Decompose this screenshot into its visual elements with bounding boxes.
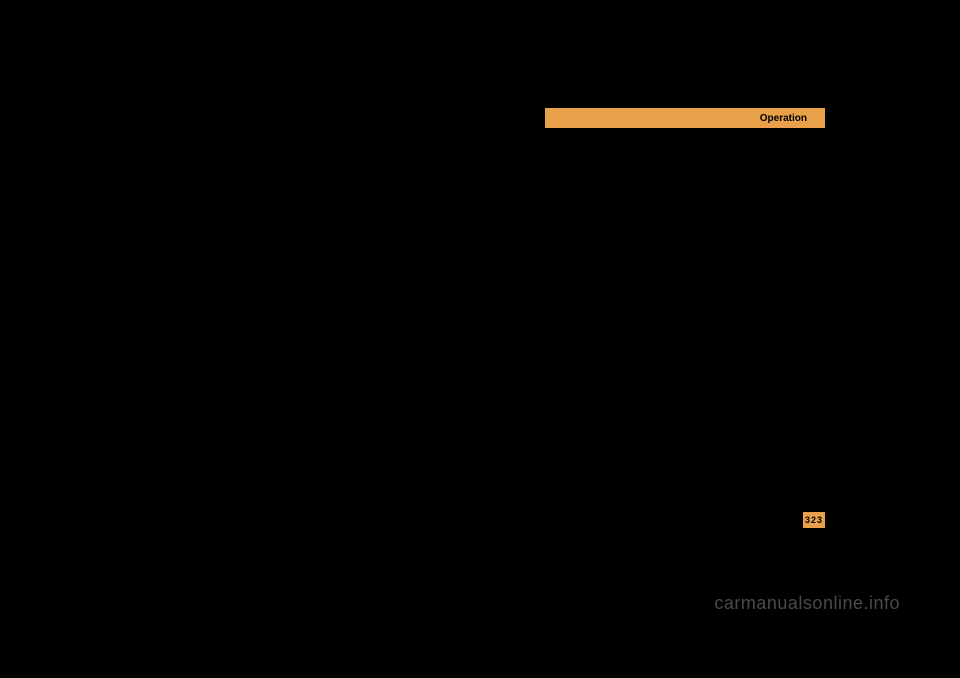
header-label: Operation	[760, 113, 807, 124]
page-number-box: 323	[803, 512, 825, 528]
page-number: 323	[805, 515, 823, 525]
header-bar: Operation	[545, 108, 825, 128]
watermark-text: carmanualsonline.info	[714, 593, 900, 614]
